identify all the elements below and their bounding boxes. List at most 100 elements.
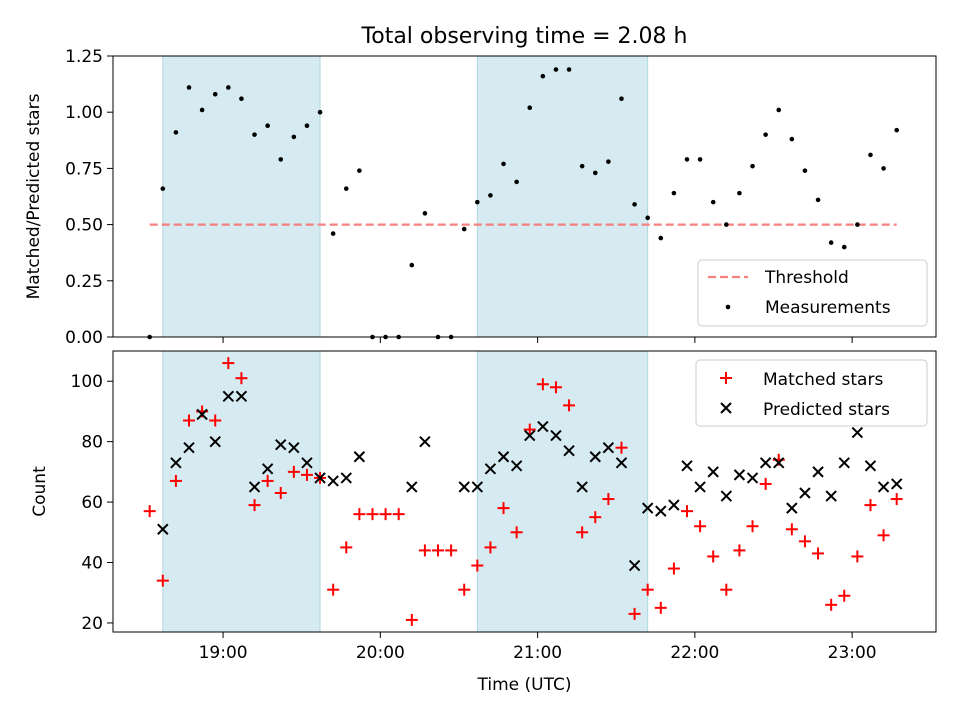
measurements-point xyxy=(802,168,808,173)
measurements-point xyxy=(212,91,218,97)
measurements-point xyxy=(514,179,519,185)
x-tick-label: 22:00 xyxy=(670,643,719,663)
predicted-stars-point xyxy=(707,466,719,478)
matched-stars-point xyxy=(576,526,589,539)
ratio-panel-frame xyxy=(112,55,937,338)
measurements-point xyxy=(658,235,664,241)
matched-stars-point xyxy=(458,583,471,596)
predicted-stars-point xyxy=(720,490,733,502)
predicted-stars-point xyxy=(340,472,352,484)
predicted-stars-point xyxy=(890,478,903,490)
predicted-stars-point xyxy=(353,451,366,463)
measurements-point xyxy=(422,211,428,216)
count-legend: Matched stars Predicted stars xyxy=(695,359,928,427)
predicted-stars-point xyxy=(497,451,510,463)
predicted-stars-point xyxy=(812,466,824,478)
legend-predicted-label: Predicted stars xyxy=(763,400,890,420)
chart-title: Total observing time = 2.08 h xyxy=(361,24,688,49)
measurements-point xyxy=(789,136,795,142)
ratio-y-tick-label: 0.00 xyxy=(65,328,103,348)
matched-stars-point xyxy=(628,607,641,620)
measurements-point xyxy=(343,186,349,191)
x-tick-label: 19:00 xyxy=(199,643,248,663)
matched-stars-point xyxy=(877,529,890,542)
measurements-point xyxy=(632,202,637,207)
matched-stars-point xyxy=(890,493,903,506)
matched-stars-point xyxy=(523,423,536,436)
measurements-point xyxy=(619,96,624,102)
predicted-stars-point xyxy=(471,481,484,493)
measurements-point xyxy=(475,199,480,205)
predicted-stars-point xyxy=(196,408,208,421)
predicted-stars-point xyxy=(157,523,169,535)
matched-stars-point xyxy=(235,372,248,385)
legend-measurement-marker xyxy=(725,304,731,310)
predicted-stars-point xyxy=(641,502,654,514)
measurements-point xyxy=(173,130,179,135)
predicted-stars-point xyxy=(288,441,300,454)
measurements-point xyxy=(841,244,847,250)
matched-stars-point xyxy=(143,505,156,518)
measurements-point xyxy=(763,132,768,137)
matched-stars-point xyxy=(812,547,825,560)
measurements-point xyxy=(317,109,323,115)
measurements-point xyxy=(501,161,506,167)
ratio-panel: 0.00 0.25 0.50 0.75 1.00 1.25 Total observing… xyxy=(24,24,937,348)
predicted-stars-point xyxy=(524,429,536,442)
measurements-point xyxy=(815,197,821,203)
count-y-axis-label: Count xyxy=(30,466,50,517)
count-panel-frame xyxy=(112,350,937,633)
matched-stars-point xyxy=(798,535,811,548)
measurements-point xyxy=(199,107,205,113)
matched-stars-point xyxy=(549,381,562,394)
x-tick-label: 21:00 xyxy=(513,643,562,663)
matched-stars-point xyxy=(497,502,510,515)
measurements-point xyxy=(684,157,690,162)
matched-stars-point xyxy=(183,414,196,427)
x-axis-label: Time (UTC) xyxy=(477,675,572,695)
matched-stars-point xyxy=(353,508,366,521)
predicted-stars-point xyxy=(235,390,248,403)
matched-stars-point xyxy=(405,613,418,626)
measurements-point xyxy=(160,186,166,191)
measurements-point xyxy=(239,96,244,102)
measurements-point xyxy=(252,132,257,137)
predicted-stars-point xyxy=(759,457,772,469)
measurements-point xyxy=(527,105,533,111)
matched-stars-point xyxy=(759,477,772,490)
measurements-point xyxy=(186,85,192,90)
matched-stars-point xyxy=(667,562,680,575)
matched-stars-point xyxy=(720,583,733,596)
predicted-stars-point xyxy=(628,559,641,572)
ratio-y-tick-label: 0.75 xyxy=(65,159,103,179)
matched-stars-point xyxy=(300,468,313,481)
matched-stars-point xyxy=(733,544,746,557)
predicted-stars-point xyxy=(877,481,890,493)
x-tick-label: 20:00 xyxy=(356,643,405,663)
count-y-tick-label: 100 xyxy=(71,372,103,392)
matched-stars-point xyxy=(274,487,287,500)
predicted-stars-point xyxy=(655,505,667,517)
matched-stars-point xyxy=(589,511,602,524)
ratio-y-tick-label: 0.25 xyxy=(65,272,103,292)
predicted-stars-point xyxy=(419,435,431,448)
measurements-point xyxy=(226,85,231,90)
count-legend-box xyxy=(695,359,928,427)
measurements-point xyxy=(868,152,873,158)
matched-stars-point xyxy=(484,541,497,554)
matched-stars-point xyxy=(641,583,654,596)
ratio-y-tick-label: 0.50 xyxy=(65,216,103,236)
ratio-shaded-interval-0 xyxy=(162,55,321,338)
measurements-point xyxy=(606,159,611,164)
predicted-stars-point xyxy=(261,463,274,475)
predicted-stars-point xyxy=(537,420,549,433)
predicted-stars-point xyxy=(681,460,693,472)
matched-stars-point xyxy=(654,601,667,614)
predicted-stars-point xyxy=(248,481,261,493)
measurements-point xyxy=(357,168,362,173)
matched-stars-point xyxy=(615,441,628,454)
predicted-stars-point xyxy=(170,457,182,469)
predicted-stars-point xyxy=(825,490,837,502)
measurements-point xyxy=(671,190,677,196)
